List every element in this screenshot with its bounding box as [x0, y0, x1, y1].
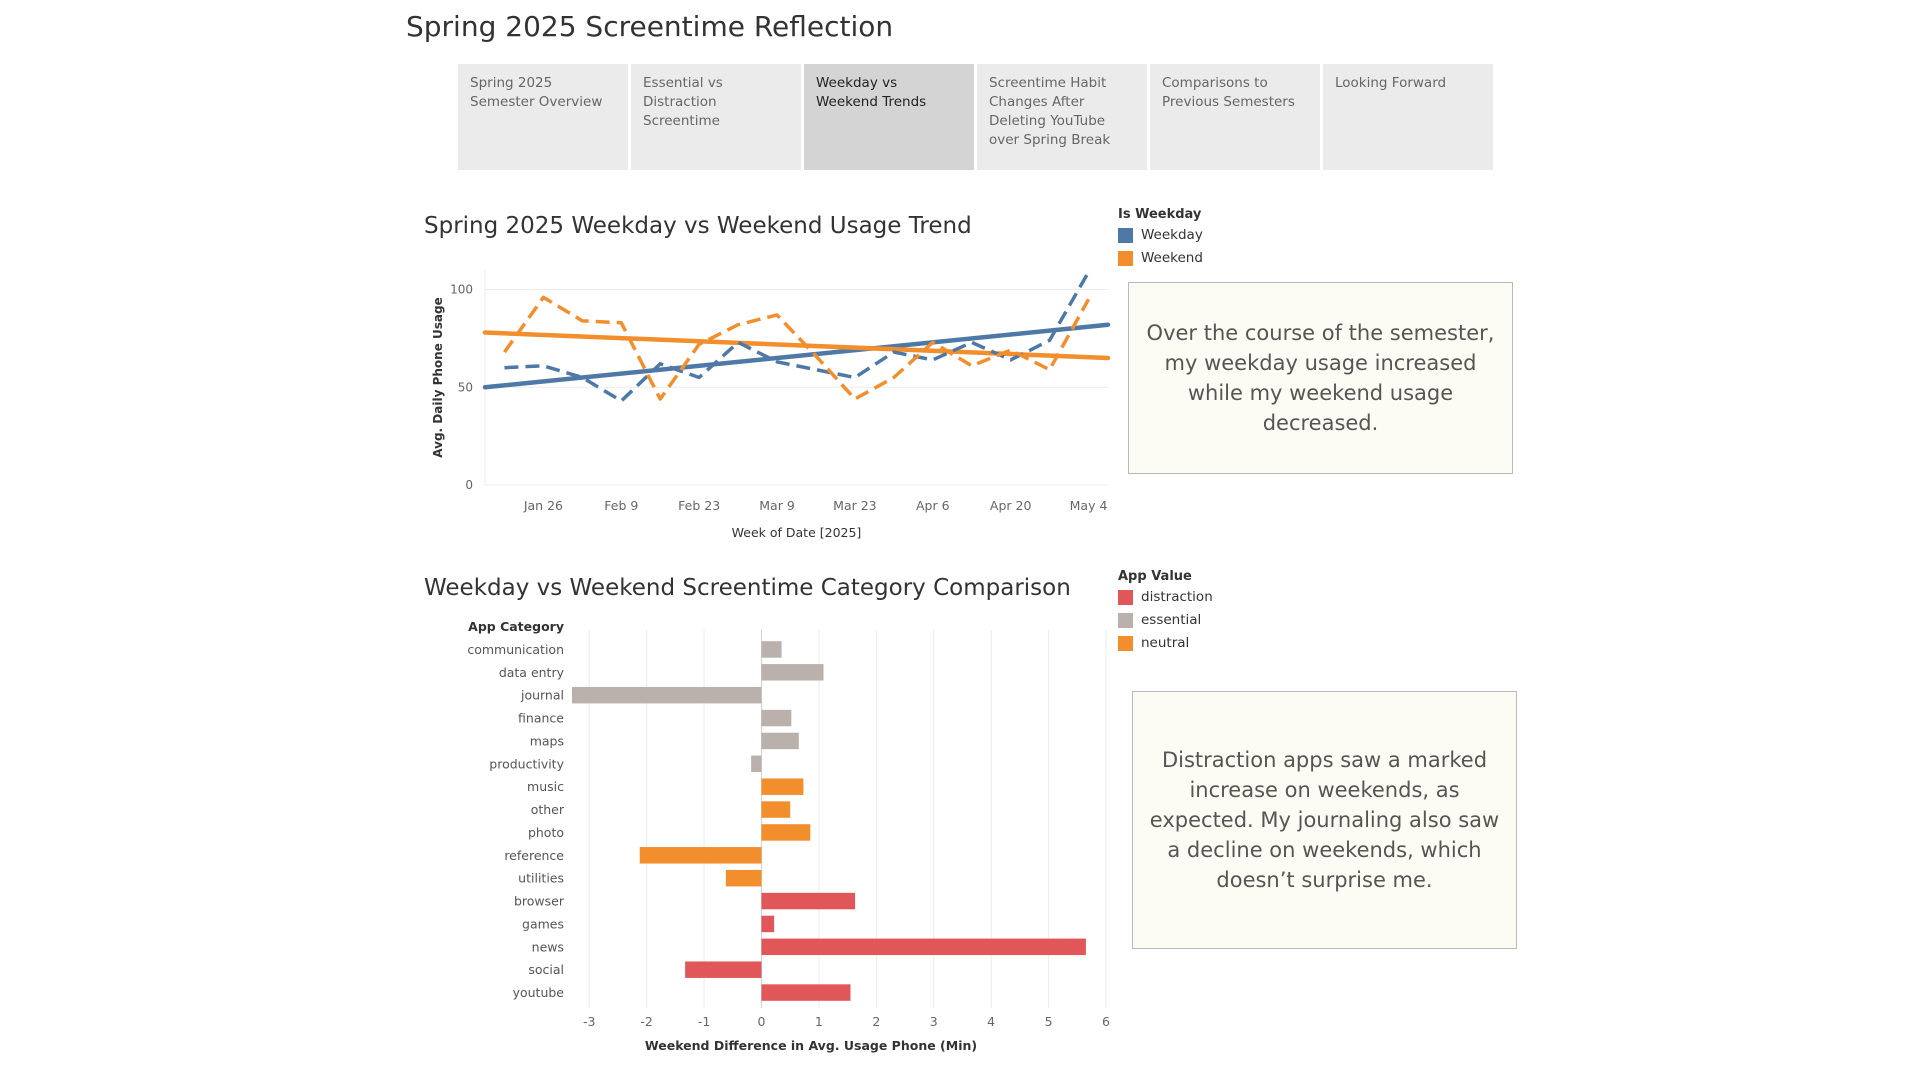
x-tick-label: Feb 9 — [604, 498, 638, 513]
legend-swatch-essential — [1118, 612, 1133, 628]
legend-swatch-neutral — [1118, 635, 1133, 651]
legend-label-distraction: distraction — [1141, 589, 1213, 605]
x-tick-label: 6 — [1102, 1014, 1110, 1029]
x-tick-label: 4 — [987, 1014, 995, 1029]
legend-swatch-distraction — [1118, 589, 1133, 605]
tab-weekday-vs-weekend[interactable]: Weekday vs Weekend Trends — [804, 64, 974, 170]
bar-reference — [639, 847, 762, 864]
line-chart-title: Spring 2025 Weekday vs Weekend Usage Tre… — [424, 213, 972, 239]
category-label: music — [527, 779, 564, 794]
legend-item-distraction[interactable]: distraction — [1118, 589, 1213, 605]
bar-data-entry — [761, 664, 824, 681]
x-tick-label: Mar 9 — [759, 498, 795, 513]
bar-games — [761, 915, 775, 933]
category-label: games — [522, 916, 564, 931]
bar-journal — [572, 686, 762, 704]
tab-previous-semesters[interactable]: Comparisons to Previous Semesters — [1150, 64, 1320, 170]
series-line-weekend — [503, 295, 1091, 401]
bar-annotation-text: Distraction apps saw a marked increase o… — [1149, 748, 1500, 892]
category-label: social — [528, 962, 564, 977]
category-label: utilities — [518, 871, 564, 886]
x-axis-title: Weekend Difference in Avg. Usage Phone (… — [645, 1038, 977, 1053]
legend-label-weekday: Weekday — [1141, 227, 1203, 243]
legend-label-weekend: Weekend — [1141, 250, 1203, 266]
legend-item-weekday[interactable]: Weekday — [1118, 227, 1203, 243]
y-tick-label: 0 — [465, 478, 473, 492]
bar-finance — [761, 709, 792, 727]
bar-youtube — [761, 984, 851, 1001]
legend-swatch-weekday — [1118, 227, 1133, 243]
category-label: maps — [530, 733, 564, 748]
x-axis-title: Week of Date [2025] — [732, 525, 862, 540]
bar-other — [761, 801, 791, 818]
x-tick-label: Feb 23 — [678, 498, 720, 513]
category-label: productivity — [489, 756, 564, 771]
legend-swatch-weekend — [1118, 250, 1133, 266]
y-axis-title: App Category — [468, 619, 564, 634]
y-tick-label: 100 — [450, 283, 473, 297]
legend-label-neutral: neutral — [1141, 635, 1190, 651]
legend-item-weekend[interactable]: Weekend — [1118, 250, 1203, 266]
x-tick-label: 0 — [758, 1014, 766, 1029]
y-tick-label: 50 — [458, 380, 473, 394]
legend-label-essential: essential — [1141, 612, 1202, 628]
series-line-weekday — [504, 271, 1091, 403]
category-label: photo — [528, 825, 564, 840]
bar-annotation-box: Distraction apps saw a marked increase o… — [1132, 691, 1517, 949]
line-annotation-text: Over the course of the semester, my week… — [1146, 321, 1495, 435]
trend-line-weekday — [482, 322, 1111, 390]
x-tick-label: 2 — [872, 1014, 880, 1029]
x-tick-label: Apr 20 — [990, 498, 1032, 513]
category-label: communication — [467, 642, 564, 657]
x-tick-label: 1 — [815, 1014, 823, 1029]
bar-news — [761, 938, 1086, 956]
bar-music — [761, 778, 804, 795]
category-label: news — [532, 939, 564, 954]
legend-item-essential[interactable]: essential — [1118, 612, 1201, 628]
bar-maps — [761, 732, 799, 750]
bar-chart[interactable]: -3 -2 -1 0 1 2 3 4 5 6 App Category communication da… — [420, 612, 1120, 1062]
category-label: journal — [520, 688, 564, 703]
tab-looking-forward[interactable]: Looking Forward — [1323, 64, 1493, 170]
x-tick-label: Mar 23 — [833, 498, 876, 513]
category-label: data entry — [499, 665, 565, 680]
bar-productivity — [751, 755, 762, 773]
line-legend-title: Is Weekday — [1118, 207, 1202, 222]
category-label: other — [531, 802, 565, 817]
line-chart[interactable]: 0 50 100 Jan 26 Feb 9 Feb 23 Mar 9 Mar 23 Apr 6 A… — [420, 260, 1120, 560]
x-tick-label: -2 — [640, 1014, 652, 1029]
x-tick-label: -3 — [583, 1014, 595, 1029]
category-label: youtube — [513, 985, 565, 1000]
bar-social — [685, 961, 762, 978]
bar-browser — [761, 892, 856, 910]
line-annotation-box: Over the course of the semester, my week… — [1128, 282, 1513, 474]
legend-item-neutral[interactable]: neutral — [1118, 635, 1189, 651]
bar-photo — [761, 824, 811, 841]
bar-legend-title: App Value — [1118, 569, 1192, 584]
bar-chart-title: Weekday vs Weekend Screentime Category C… — [424, 575, 1071, 601]
page-title: Spring 2025 Screentime Reflection — [406, 10, 894, 43]
bar-communication — [761, 641, 782, 658]
tab-semester-overview[interactable]: Spring 2025 Semester Overview — [458, 64, 628, 170]
x-tick-label: Apr 6 — [916, 498, 950, 513]
category-label: reference — [504, 848, 564, 863]
tab-youtube-deletion[interactable]: Screentime Habit Changes After Deleting … — [977, 64, 1147, 170]
tab-essential-vs-distraction[interactable]: Essential vs Distraction Screentime — [631, 64, 801, 170]
y-axis-title: Avg. Daily Phone Usage — [431, 297, 445, 457]
bar-utilities — [725, 869, 762, 887]
x-tick-label: Jan 26 — [523, 498, 563, 513]
category-label: finance — [518, 711, 564, 726]
x-tick-label: May 4 — [1070, 498, 1108, 513]
category-label: browser — [514, 894, 565, 909]
x-tick-label: -1 — [698, 1014, 710, 1029]
x-tick-label: 3 — [930, 1014, 938, 1029]
x-tick-label: 5 — [1045, 1014, 1053, 1029]
